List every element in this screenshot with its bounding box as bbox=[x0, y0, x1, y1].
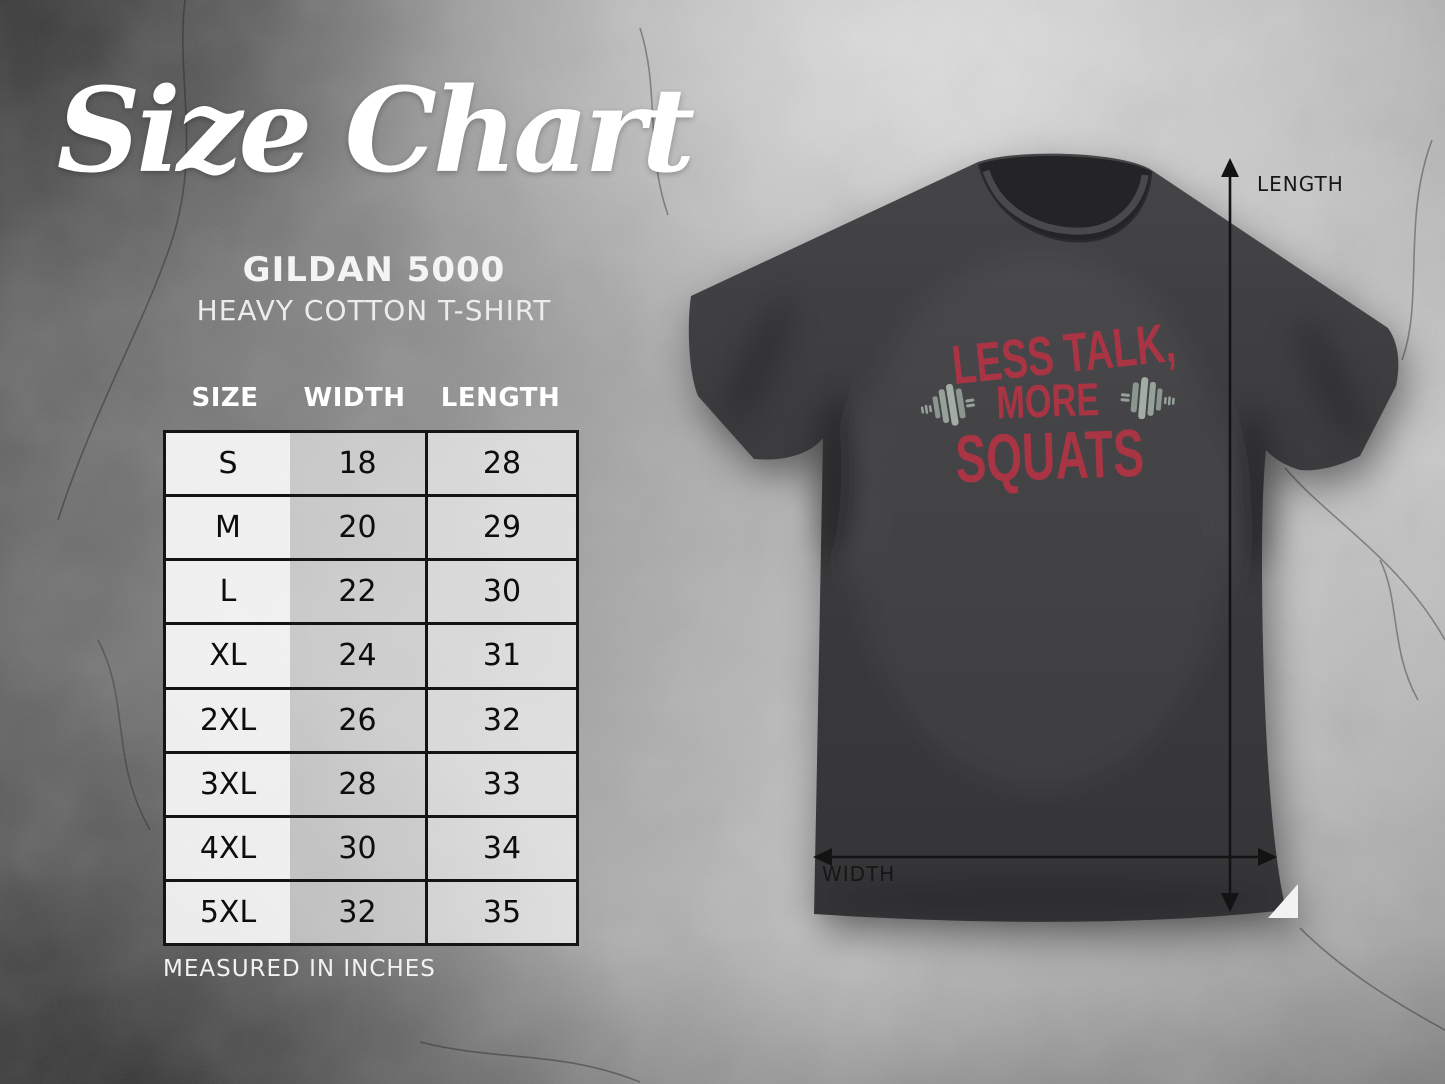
width-label: WIDTH bbox=[822, 862, 896, 886]
size-table-header: SIZE WIDTH LENGTH bbox=[163, 378, 579, 418]
cell-length: 28 bbox=[425, 433, 576, 495]
cell-length: 33 bbox=[425, 753, 576, 815]
cell-size: XL bbox=[166, 625, 290, 687]
cell-length: 30 bbox=[425, 561, 576, 623]
cell-size: L bbox=[166, 561, 290, 623]
design-line-3: SQUATS bbox=[954, 414, 1146, 498]
cell-width: 24 bbox=[290, 625, 425, 687]
barbell-right-icon bbox=[1120, 377, 1175, 420]
table-row: L 22 30 bbox=[166, 561, 576, 626]
cell-width: 32 bbox=[290, 881, 425, 943]
header-cell-length: LENGTH bbox=[440, 383, 561, 413]
cell-length: 35 bbox=[425, 881, 576, 943]
table-row: 4XL 30 34 bbox=[166, 817, 576, 882]
table-row: 2XL 26 32 bbox=[166, 689, 576, 754]
cell-width: 30 bbox=[290, 817, 425, 879]
cell-length: 29 bbox=[425, 497, 576, 559]
header-cell-width: WIDTH bbox=[303, 383, 406, 413]
cell-width: 18 bbox=[290, 433, 425, 495]
cell-length: 31 bbox=[425, 625, 576, 687]
cell-length: 32 bbox=[425, 689, 576, 751]
cell-width: 22 bbox=[290, 561, 425, 623]
table-row: 3XL 28 33 bbox=[166, 753, 576, 818]
length-label: LENGTH bbox=[1257, 172, 1344, 196]
cell-width: 20 bbox=[290, 497, 425, 559]
table-row: M 20 29 bbox=[166, 497, 576, 562]
cell-size: 5XL bbox=[166, 881, 290, 943]
collar-seam bbox=[977, 163, 1153, 243]
collar-rib bbox=[982, 169, 1149, 235]
cell-size: S bbox=[166, 433, 290, 495]
size-table: S 18 28 M 20 29 L 22 30 XL 24 31 2XL 26 … bbox=[163, 430, 579, 946]
cell-length: 34 bbox=[425, 817, 576, 879]
fold-corner bbox=[1268, 884, 1298, 918]
table-row: 5XL 32 35 bbox=[166, 881, 576, 943]
cell-size: 3XL bbox=[166, 753, 290, 815]
page-title: Size Chart bbox=[56, 63, 695, 199]
cell-size: 4XL bbox=[166, 817, 290, 879]
cell-width: 26 bbox=[290, 689, 425, 751]
table-row: XL 24 31 bbox=[166, 625, 576, 690]
table-row: S 18 28 bbox=[166, 433, 576, 498]
cell-size: M bbox=[166, 497, 290, 559]
product-type: HEAVY COTTON T-SHIRT bbox=[196, 294, 552, 327]
barbell-left-icon bbox=[920, 383, 976, 426]
measurement-note: MEASURED IN INCHES bbox=[163, 956, 436, 982]
design-line-2: MORE bbox=[916, 371, 1180, 432]
cell-width: 28 bbox=[290, 753, 425, 815]
shirt-design: LESS TALK, MORE bbox=[914, 312, 1181, 498]
cell-size: 2XL bbox=[166, 689, 290, 751]
header-cell-size: SIZE bbox=[191, 383, 259, 413]
product-name: GILDAN 5000 bbox=[242, 250, 506, 290]
